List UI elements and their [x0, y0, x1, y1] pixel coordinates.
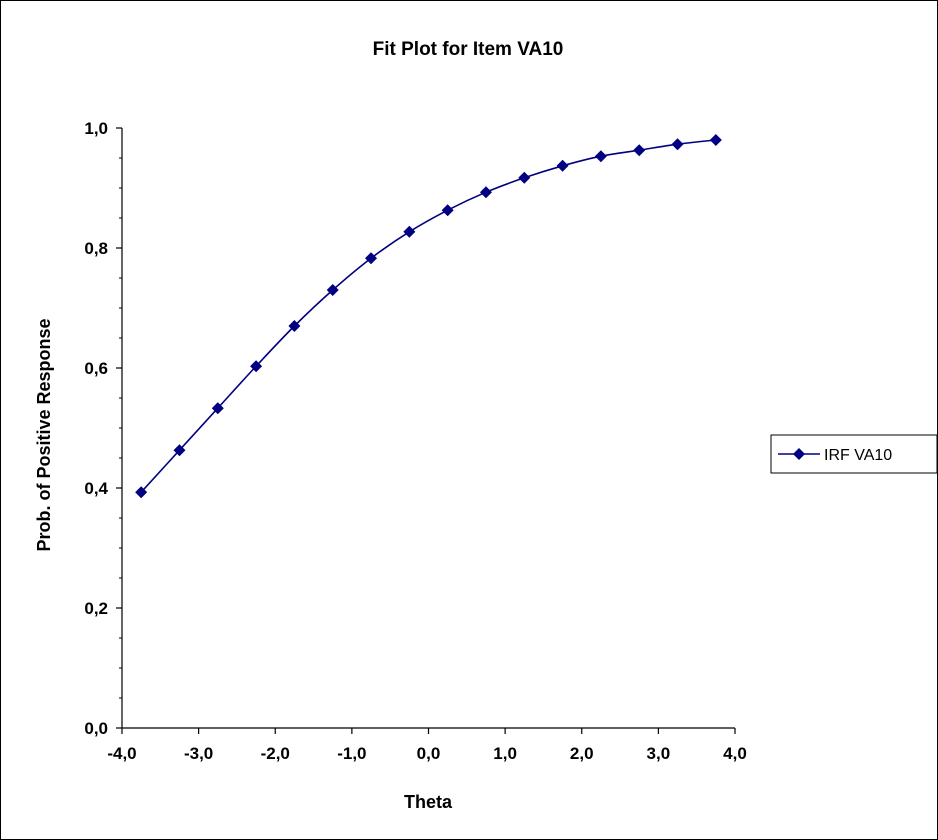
series-markers	[135, 134, 722, 499]
y-tick-label: 0,8	[84, 239, 108, 258]
x-tick-label: -2,0	[261, 744, 290, 763]
data-point-marker	[288, 320, 301, 332]
data-point-marker	[250, 360, 263, 373]
y-tick-label: 0,2	[84, 599, 108, 618]
x-tick-label: 4,0	[723, 744, 747, 763]
x-tick-label: -4,0	[107, 744, 136, 763]
data-point-marker	[135, 486, 148, 499]
x-axis-title: Theta	[404, 792, 453, 812]
data-point-marker	[556, 159, 569, 172]
x-tick-label: 1,0	[493, 744, 517, 763]
data-point-marker	[671, 138, 684, 151]
x-tick-label: 2,0	[570, 744, 594, 763]
series-line-irf-va10	[140, 139, 716, 493]
data-point-marker	[709, 134, 722, 146]
y-tick-label: 1,0	[84, 119, 108, 138]
data-point-marker	[211, 402, 224, 415]
data-point-marker	[594, 150, 607, 163]
chart-title: Fit Plot for Item VA10	[373, 39, 564, 60]
x-tick-label: -3,0	[184, 744, 213, 763]
x-tick-label: -1,0	[337, 744, 366, 763]
data-point-marker	[633, 144, 646, 157]
data-point-marker	[479, 186, 492, 199]
x-tick-label: 0,0	[417, 744, 441, 763]
data-point-marker	[403, 225, 416, 238]
y-tick-label: 0,6	[84, 359, 108, 378]
data-point-marker	[441, 204, 454, 217]
legend: IRF VA10	[770, 434, 938, 474]
legend-marker-diamond	[793, 448, 805, 460]
legend-label: IRF VA10	[824, 447, 892, 464]
data-point-marker	[173, 444, 186, 457]
x-tick-label: 3,0	[647, 744, 671, 763]
y-tick-label: 0,4	[84, 479, 108, 498]
data-point-marker	[518, 171, 531, 184]
y-axis-title: Prob. of Positive Response	[34, 318, 54, 551]
data-point-marker	[326, 284, 339, 296]
data-point-marker	[365, 252, 378, 265]
y-tick-label: 0,0	[84, 719, 108, 738]
x-ticks: -4,0 -3,0 -2,0 -1,0 0,0 1,0 2,0 3,0 4,0	[107, 728, 747, 763]
y-ticks: 0,0 0,2 0,4 0,6 0,8 1,0	[84, 119, 122, 738]
y-minor-ticks	[119, 157, 122, 699]
